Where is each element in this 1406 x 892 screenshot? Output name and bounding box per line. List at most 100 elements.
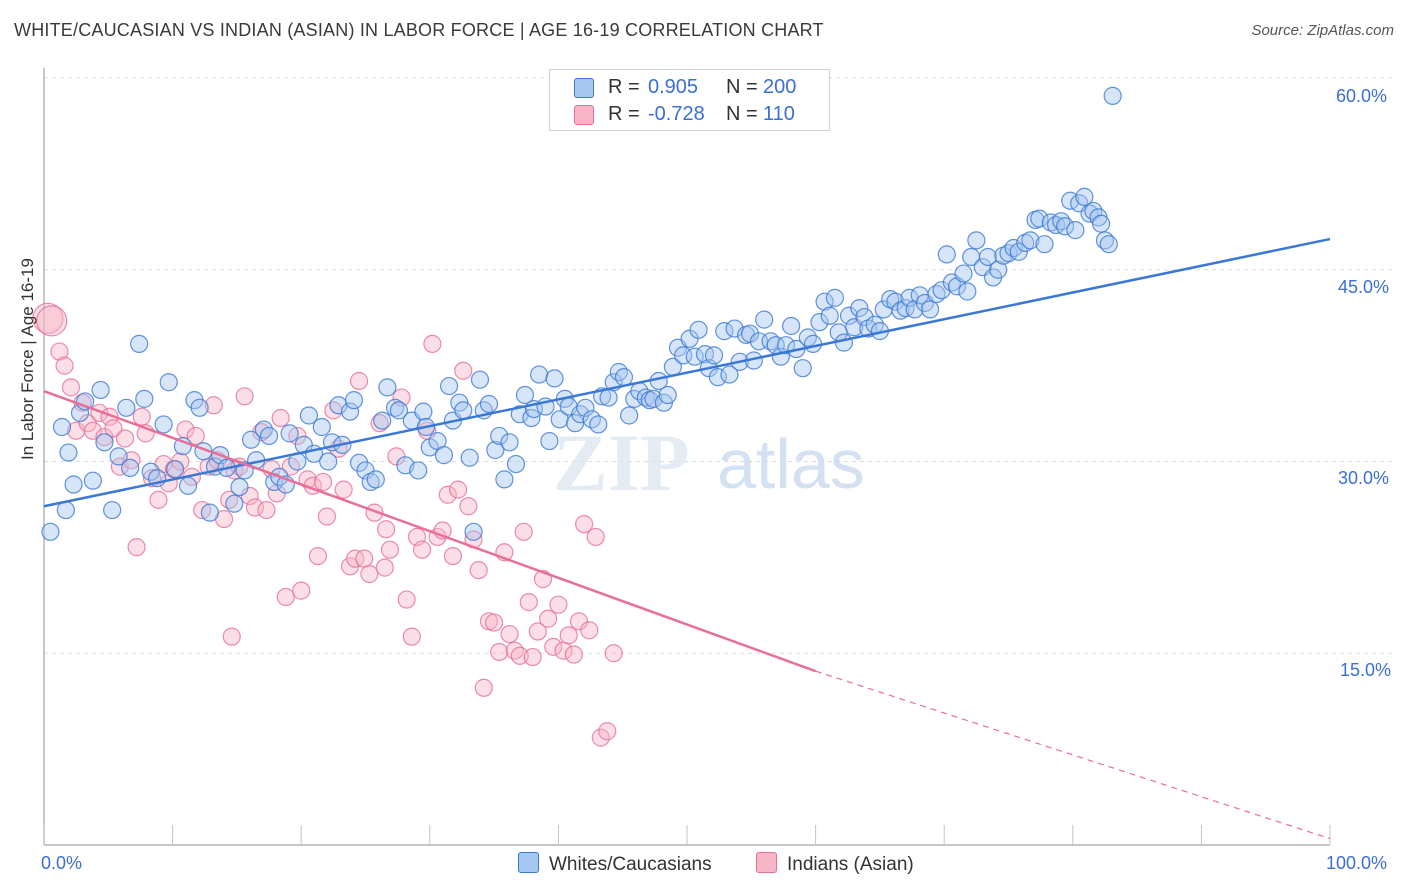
whites-point [825, 288, 844, 307]
whites-point [954, 264, 973, 283]
whites-point [95, 433, 114, 452]
trend-lines [43, 237, 1331, 840]
indians-point [423, 334, 442, 353]
whites-point [674, 346, 693, 365]
whites-point [834, 333, 853, 352]
whites-point [464, 522, 483, 541]
whites-point [1035, 235, 1054, 254]
whites-point [103, 500, 122, 520]
whites-point [855, 307, 874, 327]
indians-point [469, 561, 488, 580]
indians-point [448, 480, 468, 499]
series-whites-points [41, 86, 1122, 541]
whites-point [41, 522, 60, 541]
indians-point [569, 612, 589, 631]
indians-point [313, 472, 333, 492]
whites-point [506, 454, 526, 474]
bottom-legend-swatch-whites [518, 852, 539, 873]
indians-point [586, 527, 605, 547]
axes [43, 68, 1331, 846]
indians-point [443, 546, 463, 566]
bottom-legend-indians: Indians (Asian) [756, 852, 914, 876]
whites-point [689, 320, 708, 339]
indians-point [317, 507, 337, 526]
indians-point [271, 408, 290, 428]
indians-point [459, 497, 478, 516]
whites-point [609, 362, 628, 382]
whites-point [820, 306, 839, 325]
whites-point [361, 472, 380, 492]
whites-point [920, 300, 940, 319]
whites-point [319, 452, 338, 471]
whites-point [460, 448, 479, 467]
whites-point [121, 458, 140, 477]
indians-point [528, 622, 547, 641]
whites-point [409, 461, 428, 480]
indians-point [61, 378, 81, 397]
indians-point [380, 540, 400, 559]
indians-point [257, 500, 276, 520]
y-axis-label: In Labor Force | Age 16-19 [18, 258, 37, 460]
indians-point [564, 645, 583, 664]
whites-point [225, 494, 244, 513]
whites-point [886, 292, 905, 311]
indians-point [240, 486, 259, 506]
indians-point [510, 646, 529, 665]
indians-point [360, 564, 379, 584]
whites-point [978, 247, 998, 267]
whites-point [454, 401, 473, 420]
whites-point [958, 282, 977, 301]
whites-point [166, 460, 185, 479]
whites-point [589, 415, 608, 434]
whites-point [850, 299, 869, 318]
legend-row-whites: R = 0.905 N = 200 [550, 74, 829, 100]
indians-point [132, 407, 151, 426]
whites-point [378, 378, 397, 397]
whites-point [470, 370, 490, 389]
indians-point [604, 644, 623, 663]
indians-point [500, 624, 519, 644]
bottom-legend-swatch-indians [756, 852, 777, 873]
whites-point [1016, 233, 1035, 253]
indians-point [598, 722, 617, 741]
whites-point [479, 394, 499, 414]
whites-point [620, 406, 639, 425]
indians-point [115, 429, 135, 448]
indians-point [575, 515, 594, 534]
indians-point [474, 678, 493, 697]
whites-point [881, 290, 900, 309]
whites-point [599, 388, 618, 407]
whites-point [708, 368, 727, 387]
legend-row-indians: R = -0.728 N = 110 [550, 101, 829, 127]
whites-point [540, 431, 559, 451]
indians-point [36, 305, 68, 337]
whites-point [190, 398, 209, 417]
whites-point [1091, 214, 1111, 233]
indians-point [149, 490, 168, 509]
whites-point [839, 306, 859, 325]
whites-point [776, 336, 796, 355]
indians-point [55, 356, 74, 375]
indians-point [485, 613, 504, 632]
whites-point [439, 376, 459, 396]
whites-point [704, 346, 724, 365]
whites-point [782, 316, 801, 336]
x-tick-label-min: 0.0% [41, 853, 83, 873]
whites-point [515, 385, 535, 405]
whites-point [500, 433, 519, 452]
whites-point [658, 385, 677, 405]
indians-point [334, 480, 353, 499]
indians-point [83, 421, 102, 440]
indians-point [276, 587, 295, 607]
whites-point [389, 401, 409, 420]
whites-point [200, 503, 219, 522]
indians-point [539, 609, 558, 628]
whites-point [1055, 217, 1075, 236]
whites-point [1030, 209, 1049, 228]
whites-point [793, 359, 812, 378]
indians-point [505, 641, 524, 660]
y-tick-label-60: 60.0% [1336, 86, 1388, 106]
indians-point [402, 627, 421, 646]
legend-r-value: -0.728 [648, 103, 705, 125]
indians-point [308, 546, 328, 566]
